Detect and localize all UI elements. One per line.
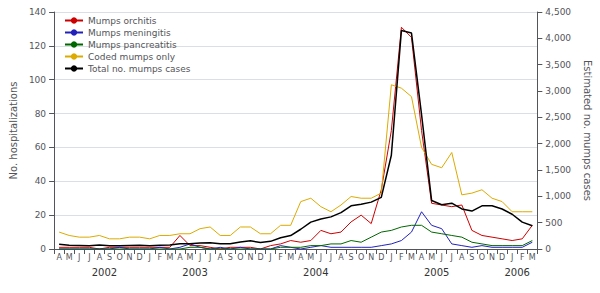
svg-text:0: 0 bbox=[40, 244, 46, 254]
svg-text:1,000: 1,000 bbox=[545, 191, 571, 201]
svg-text:4,500: 4,500 bbox=[545, 7, 571, 17]
svg-text:4,000: 4,000 bbox=[545, 33, 571, 43]
svg-text:J: J bbox=[319, 253, 322, 262]
svg-text:Mumps orchitis: Mumps orchitis bbox=[88, 16, 157, 26]
svg-text:J: J bbox=[208, 253, 211, 262]
svg-text:Mumps pancreatitis: Mumps pancreatitis bbox=[88, 40, 177, 50]
svg-text:M: M bbox=[428, 253, 435, 262]
svg-text:500: 500 bbox=[545, 218, 562, 228]
svg-text:J: J bbox=[87, 253, 90, 262]
svg-text:F: F bbox=[157, 253, 162, 262]
svg-text:M: M bbox=[307, 253, 314, 262]
svg-text:M: M bbox=[187, 253, 194, 262]
svg-text:O: O bbox=[358, 253, 364, 262]
svg-text:M: M bbox=[529, 253, 536, 262]
svg-text:S: S bbox=[469, 253, 474, 262]
svg-text:A: A bbox=[217, 253, 223, 262]
svg-text:F: F bbox=[278, 253, 283, 262]
svg-text:2006: 2006 bbox=[504, 267, 529, 278]
svg-text:2005: 2005 bbox=[424, 267, 449, 278]
svg-text:J: J bbox=[389, 253, 392, 262]
svg-text:M: M bbox=[166, 253, 173, 262]
svg-text:A: A bbox=[177, 253, 183, 262]
svg-text:N: N bbox=[489, 253, 495, 262]
svg-text:J: J bbox=[450, 253, 453, 262]
svg-text:J: J bbox=[198, 253, 201, 262]
svg-text:No. hospitalizations: No. hospitalizations bbox=[8, 82, 19, 180]
svg-text:120: 120 bbox=[29, 41, 46, 51]
svg-text:O: O bbox=[116, 253, 122, 262]
svg-text:2003: 2003 bbox=[182, 267, 207, 278]
svg-text:140: 140 bbox=[29, 7, 46, 17]
svg-text:M: M bbox=[66, 253, 73, 262]
svg-text:20: 20 bbox=[35, 210, 47, 220]
svg-text:Estimated no. mumps cases: Estimated no. mumps cases bbox=[582, 60, 593, 201]
svg-text:2002: 2002 bbox=[92, 267, 117, 278]
svg-text:J: J bbox=[510, 253, 513, 262]
svg-text:J: J bbox=[329, 253, 332, 262]
svg-text:N: N bbox=[368, 253, 374, 262]
svg-text:J: J bbox=[77, 253, 80, 262]
svg-text:D: D bbox=[257, 253, 263, 262]
svg-text:40: 40 bbox=[35, 176, 47, 186]
svg-text:F: F bbox=[399, 253, 404, 262]
svg-text:M: M bbox=[287, 253, 294, 262]
svg-text:60: 60 bbox=[35, 142, 47, 152]
svg-text:1,500: 1,500 bbox=[545, 165, 571, 175]
svg-text:D: D bbox=[137, 253, 143, 262]
svg-text:D: D bbox=[499, 253, 505, 262]
svg-text:O: O bbox=[479, 253, 485, 262]
svg-text:J: J bbox=[440, 253, 443, 262]
svg-text:A: A bbox=[298, 253, 304, 262]
svg-text:3,500: 3,500 bbox=[545, 60, 571, 70]
svg-text:3,000: 3,000 bbox=[545, 86, 571, 96]
svg-text:A: A bbox=[459, 253, 465, 262]
svg-text:A: A bbox=[97, 253, 103, 262]
svg-text:2,500: 2,500 bbox=[545, 112, 571, 122]
svg-text:J: J bbox=[148, 253, 151, 262]
svg-text:0: 0 bbox=[545, 244, 551, 254]
svg-text:2004: 2004 bbox=[303, 267, 328, 278]
svg-text:A: A bbox=[338, 253, 344, 262]
svg-text:J: J bbox=[268, 253, 271, 262]
svg-text:A: A bbox=[56, 253, 62, 262]
svg-text:2,000: 2,000 bbox=[545, 139, 571, 149]
svg-text:N: N bbox=[127, 253, 133, 262]
svg-text:S: S bbox=[107, 253, 112, 262]
svg-text:D: D bbox=[378, 253, 384, 262]
svg-text:S: S bbox=[349, 253, 354, 262]
svg-text:F: F bbox=[520, 253, 525, 262]
svg-text:80: 80 bbox=[35, 109, 47, 119]
svg-text:100: 100 bbox=[29, 75, 46, 85]
svg-text:O: O bbox=[237, 253, 243, 262]
svg-text:Mumps meningitis: Mumps meningitis bbox=[88, 28, 171, 38]
svg-text:N: N bbox=[247, 253, 253, 262]
svg-text:M: M bbox=[408, 253, 415, 262]
svg-text:Coded mumps only: Coded mumps only bbox=[88, 52, 176, 62]
svg-text:A: A bbox=[419, 253, 425, 262]
svg-text:S: S bbox=[228, 253, 233, 262]
svg-text:Total no. mumps cases: Total no. mumps cases bbox=[87, 64, 191, 74]
